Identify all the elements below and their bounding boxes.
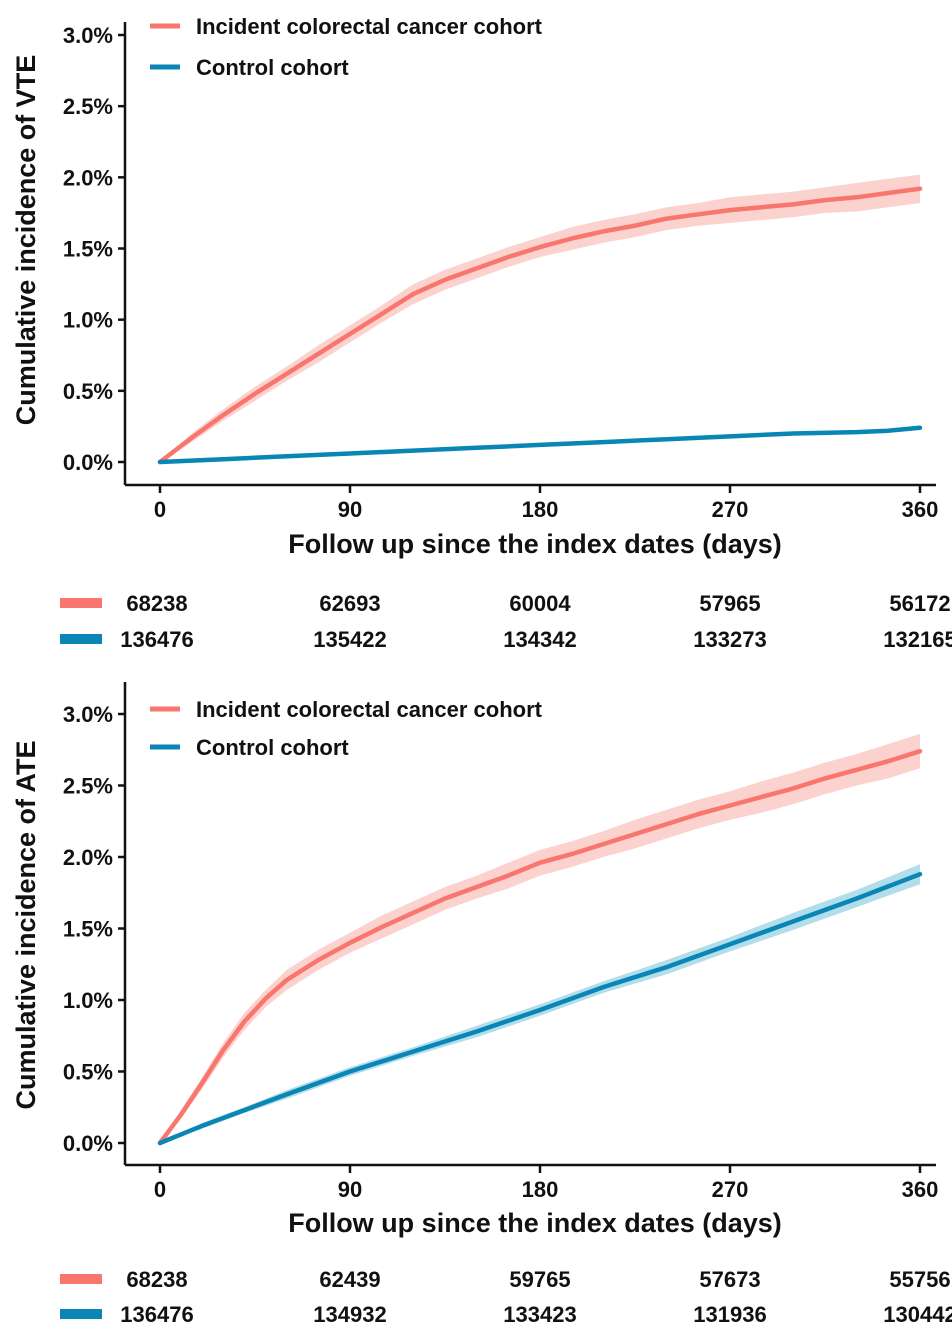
ate-risk-count-cancer: 59765 — [509, 1267, 570, 1292]
vte-risk-count-cancer: 60004 — [509, 591, 571, 616]
ate-risk-count-cancer: 55756 — [889, 1267, 950, 1292]
vte-x-tick-label: 90 — [338, 497, 362, 522]
ate-series-lines — [157, 748, 923, 1146]
ate-axes — [123, 682, 936, 1167]
ate-y-tick-label: 3.0% — [63, 702, 113, 727]
vte-risk-table: 68238 62693 60004 57965 56172 136476 135422 13… — [60, 591, 952, 652]
vte-risk-count-cancer: 57965 — [699, 591, 760, 616]
ate-x-tick-label: 270 — [712, 1177, 749, 1202]
ate-risk-count-cancer: 57673 — [699, 1267, 760, 1292]
ate-x-tick-label: 180 — [522, 1177, 559, 1202]
ate-line-cancer — [157, 748, 923, 1146]
ate-x-tick-label: 90 — [338, 1177, 362, 1202]
ate-legend: Incident colorectal cancer cohort Contro… — [150, 697, 543, 760]
vte-y-ticks: 0.0% 0.5% 1.0% 1.5% 2.0% 2.5% 3.0% — [63, 23, 125, 475]
vte-line-cancer — [157, 186, 923, 465]
ate-y-tick-label: 1.5% — [63, 917, 113, 942]
vte-risk-count-control: 135422 — [313, 627, 386, 652]
ate-ci-bands — [160, 734, 920, 1143]
ate-y-tick-label: 1.0% — [63, 988, 113, 1013]
vte-axes — [123, 22, 936, 487]
ate-ci-band-cancer — [160, 734, 920, 1143]
ate-panel: 0.0% 0.5% 1.0% 1.5% 2.0% 2.5% 3.0% 0 90 180 270 36… — [11, 682, 952, 1327]
vte-legend-label-control: Control cohort — [196, 55, 349, 80]
vte-x-axis-title: Follow up since the index dates (days) — [288, 529, 782, 559]
vte-ci-band-cancer — [160, 174, 920, 462]
vte-panel: 0.0% 0.5% 1.0% 1.5% 2.0% 2.5% 3.0% 0 90 180 270 36… — [11, 14, 952, 652]
ate-legend-label-cancer: Incident colorectal cancer cohort — [196, 697, 543, 722]
vte-risk-count-cancer: 68238 — [126, 591, 187, 616]
vte-risk-count-control: 134342 — [503, 627, 576, 652]
ate-risk-count-control: 131936 — [693, 1302, 766, 1327]
vte-y-tick-label: 2.0% — [63, 165, 113, 190]
vte-x-tick-label: 270 — [712, 497, 749, 522]
vte-y-tick-label: 0.5% — [63, 379, 113, 404]
vte-y-tick-label: 1.0% — [63, 308, 113, 333]
ate-y-tick-label: 0.5% — [63, 1060, 113, 1085]
vte-legend-label-cancer: Incident colorectal cancer cohort — [196, 14, 543, 39]
ate-line-control — [157, 871, 923, 1146]
ate-risk-count-control: 133423 — [503, 1302, 576, 1327]
ate-y-axis-title: Cumulative incidence of ATE — [11, 740, 41, 1109]
ate-y-tick-label: 0.0% — [63, 1131, 113, 1156]
ate-x-ticks: 0 90 180 270 360 — [154, 1165, 938, 1202]
vte-y-tick-label: 3.0% — [63, 23, 113, 48]
ate-risk-count-cancer: 68238 — [126, 1267, 187, 1292]
vte-x-tick-label: 360 — [902, 497, 939, 522]
ate-risk-count-cancer: 62439 — [319, 1267, 380, 1292]
vte-y-axis-title: Cumulative incidence of VTE — [11, 55, 41, 426]
ate-risk-count-control: 130442 — [883, 1302, 952, 1327]
vte-x-ticks: 0 90 180 270 360 — [154, 485, 938, 522]
ate-y-tick-label: 2.5% — [63, 774, 113, 799]
vte-risk-count-control: 136476 — [120, 627, 193, 652]
vte-series-lines — [157, 186, 923, 465]
ate-legend-label-control: Control cohort — [196, 735, 349, 760]
ate-y-ticks: 0.0% 0.5% 1.0% 1.5% 2.0% 2.5% 3.0% — [63, 702, 125, 1156]
vte-legend: Incident colorectal cancer cohort Contro… — [150, 14, 543, 80]
vte-y-tick-label: 2.5% — [63, 94, 113, 119]
vte-line-control — [157, 425, 923, 465]
ate-x-axis-title: Follow up since the index dates (days) — [288, 1208, 782, 1238]
ate-risk-table: 68238 62439 59765 57673 55756 136476 134932 13… — [60, 1267, 952, 1327]
vte-ci-bands — [160, 174, 920, 462]
ate-risk-count-control: 136476 — [120, 1302, 193, 1327]
vte-y-tick-label: 0.0% — [63, 450, 113, 475]
ate-risk-count-control: 134932 — [313, 1302, 386, 1327]
vte-risk-count-cancer: 62693 — [319, 591, 380, 616]
vte-x-tick-label: 0 — [154, 497, 166, 522]
ate-y-tick-label: 2.0% — [63, 845, 113, 870]
ate-x-tick-label: 0 — [154, 1177, 166, 1202]
vte-risk-count-cancer: 56172 — [889, 591, 950, 616]
ate-x-tick-label: 360 — [902, 1177, 939, 1202]
vte-x-tick-label: 180 — [522, 497, 559, 522]
vte-y-tick-label: 1.5% — [63, 237, 113, 262]
vte-risk-count-control: 133273 — [693, 627, 766, 652]
vte-risk-count-control: 132165 — [883, 627, 952, 652]
